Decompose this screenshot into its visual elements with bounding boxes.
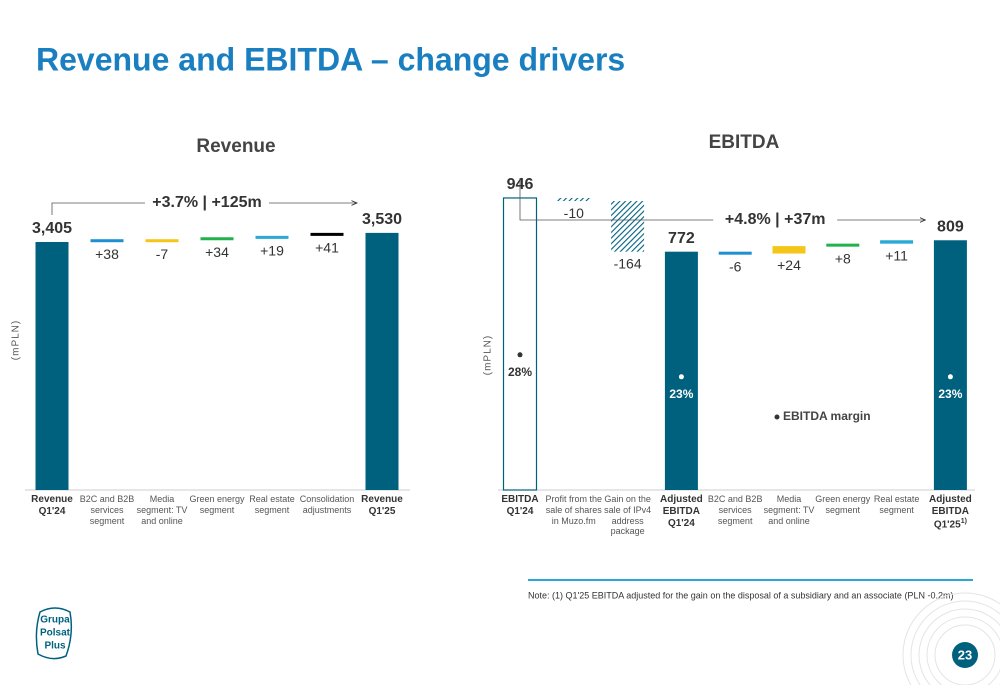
- margin-dot: [678, 374, 684, 380]
- margin-dot: [517, 352, 523, 358]
- category-text: Media segment: TV and online: [763, 494, 815, 526]
- category-text: B2C and B2B services segment: [79, 494, 135, 526]
- delta-label: +11: [885, 247, 908, 263]
- annotation-bg: [713, 209, 838, 231]
- category-text: B2C and B2B services segment: [707, 494, 763, 526]
- bar: [772, 246, 806, 254]
- category-text: Revenue Q1'24: [31, 494, 73, 517]
- category-text: Revenue Q1'25: [361, 494, 403, 517]
- delta-label: +41: [315, 240, 339, 256]
- category-text: Consolidation adjustments: [299, 494, 355, 515]
- total-label: 3,530: [362, 211, 402, 228]
- bar: [664, 251, 698, 490]
- delta-label: +34: [205, 244, 229, 260]
- bar: [933, 240, 967, 490]
- total-label: 772: [668, 230, 695, 247]
- category-label: Real estate segment: [867, 494, 927, 516]
- bar: [880, 240, 914, 244]
- bar: [718, 251, 752, 255]
- category-label: Media segment: TV and online: [759, 494, 819, 526]
- page-number: 23: [958, 647, 972, 662]
- total-label: 3,405: [32, 220, 72, 237]
- category-label: B2C and B2B services segment: [77, 494, 137, 526]
- category-text: Real estate segment: [249, 494, 295, 515]
- bar: [502, 197, 538, 491]
- category-label: Gain on the sale of IPv4 address package: [598, 494, 658, 537]
- category-label: Revenue Q1'24: [22, 494, 82, 518]
- bar: [145, 239, 179, 243]
- chart-title: EBITDA: [709, 132, 780, 153]
- logo-text: Plus: [44, 641, 66, 652]
- delta-label: +38: [95, 246, 119, 262]
- category-label: Adjusted EBITDA Q1'251): [920, 494, 980, 531]
- delta-label: +8: [835, 250, 851, 266]
- category-label: Profit from the sale of shares in Muzo.f…: [544, 494, 604, 526]
- category-text: Real estate segment: [873, 494, 920, 515]
- delta-label: +19: [260, 243, 284, 259]
- delta-label: -10: [564, 205, 584, 221]
- y-axis-label: (mPLN): [483, 335, 494, 375]
- category-text: Profit from the sale of shares in Muzo.f…: [545, 494, 603, 526]
- change-annotation: +4.8% | +37m: [725, 211, 826, 228]
- page-decoration: [902, 592, 1000, 685]
- margin-dot: [947, 374, 953, 380]
- bar: [826, 243, 860, 247]
- bar: [35, 241, 69, 490]
- bar: [310, 232, 344, 236]
- bar: [255, 235, 289, 239]
- margin-label: 28%: [508, 365, 532, 379]
- category-text: Media segment: TV and online: [136, 494, 188, 526]
- category-label: Green energy segment: [187, 494, 247, 516]
- total-label: 809: [937, 218, 964, 235]
- annotation-bg: [145, 192, 269, 214]
- logo-frame: [35, 607, 73, 660]
- bar: [611, 201, 645, 252]
- category-text: Gain on the sale of IPv4 address package: [604, 494, 652, 537]
- category-label: Adjusted EBITDA Q1'24: [651, 494, 711, 530]
- bar: [557, 197, 591, 202]
- category-text: Green energy segment: [815, 494, 871, 515]
- y-axis-label: (mPLN): [11, 320, 22, 360]
- bar: [365, 232, 399, 490]
- slide-title: Revenue and EBITDA – change drivers: [36, 41, 625, 77]
- margin-label: 23%: [938, 387, 962, 401]
- delta-label: -164: [614, 255, 642, 271]
- category-text: Green energy segment: [189, 494, 245, 515]
- margin-label: 23%: [669, 387, 693, 401]
- category-label: Consolidation adjustments: [297, 494, 357, 516]
- logo-text: Polsat: [40, 628, 71, 639]
- category-label: B2C and B2B services segment: [705, 494, 765, 526]
- change-annotation: +3.7% | +125m: [152, 194, 261, 211]
- category-label: Real estate segment: [242, 494, 302, 516]
- category-label: Revenue Q1'25: [352, 494, 412, 518]
- category-label: EBITDA Q1'24: [490, 494, 550, 518]
- category-label: Media segment: TV and online: [132, 494, 192, 526]
- legend-label: EBITDA margin: [783, 409, 871, 423]
- bar: [90, 239, 124, 243]
- category-text: Adjusted EBITDA Q1'24: [660, 494, 703, 529]
- category-text: Adjusted EBITDA Q1'25: [929, 494, 972, 531]
- footnote-marker: 1): [960, 518, 967, 525]
- delta-label: -6: [729, 258, 742, 274]
- delta-label: -7: [156, 246, 169, 262]
- bar: [200, 237, 234, 241]
- category-text: EBITDA Q1'24: [501, 494, 539, 517]
- page-badge: [952, 642, 978, 668]
- category-label: Green energy segment: [813, 494, 873, 516]
- logo-text: Grupa: [40, 615, 70, 626]
- delta-label: +24: [777, 257, 801, 273]
- legend-dot: [774, 414, 780, 420]
- note: Note: (1) Q1'25 EBITDA adjusted for the …: [528, 590, 953, 600]
- chart-title: Revenue: [196, 136, 275, 157]
